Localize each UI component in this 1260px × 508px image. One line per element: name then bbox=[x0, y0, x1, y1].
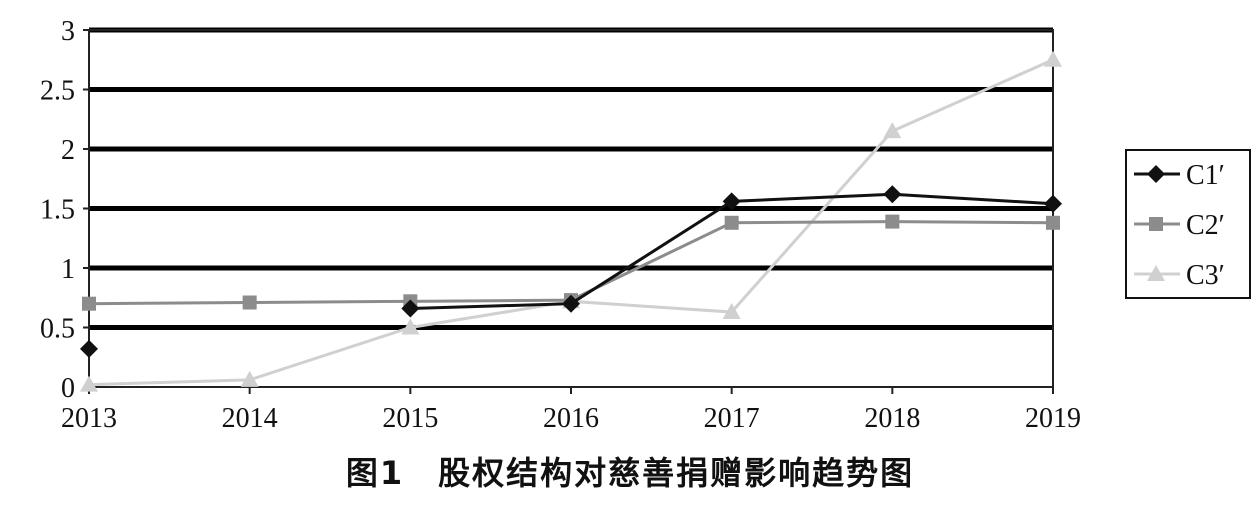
data-point bbox=[885, 214, 900, 229]
data-point bbox=[722, 192, 741, 211]
data-point bbox=[722, 303, 741, 320]
legend-item: C3′ bbox=[1134, 260, 1225, 291]
data-point bbox=[240, 370, 259, 387]
y-tick-label: 2 bbox=[61, 135, 75, 166]
figure-caption: 图1 股权结构对慈善捐赠影响趋势图 bbox=[345, 454, 915, 492]
x-tick-label: 2018 bbox=[864, 403, 920, 434]
series-1 bbox=[80, 185, 1062, 358]
legend-label: C3′ bbox=[1186, 260, 1225, 291]
x-tick-label: 2013 bbox=[61, 403, 117, 434]
legend-marker bbox=[1149, 217, 1163, 231]
data-point bbox=[242, 295, 257, 310]
y-tick-label: 3 bbox=[61, 16, 75, 47]
x-tick-label: 2014 bbox=[222, 403, 278, 434]
y-tick-label: 1.5 bbox=[40, 195, 75, 226]
tick-labels: 0 0.5 1 1.5 2 2.5 3 2013 2014 2015 2016 2017 2018 201… bbox=[40, 16, 1081, 434]
y-tick-label: 2.5 bbox=[40, 76, 75, 107]
y-tick-label: 0.5 bbox=[40, 314, 75, 345]
data-point bbox=[80, 339, 98, 358]
series-line bbox=[410, 192, 1054, 310]
legend-item: C2′ bbox=[1134, 210, 1225, 241]
series-line bbox=[88, 220, 1054, 306]
legend-marker bbox=[1147, 165, 1165, 183]
x-tick-label: 2017 bbox=[704, 403, 760, 434]
legend-label: C2′ bbox=[1186, 210, 1225, 241]
legend-marker bbox=[1147, 265, 1165, 281]
data-point bbox=[82, 296, 96, 311]
grid-lines bbox=[89, 27, 1053, 330]
data-point bbox=[1044, 194, 1062, 213]
legend-item: C1′ bbox=[1134, 160, 1225, 191]
x-tick-label: 2019 bbox=[1025, 403, 1081, 434]
data-point bbox=[562, 294, 580, 313]
y-tick-label: 1 bbox=[61, 254, 75, 285]
series-lines bbox=[80, 50, 1062, 392]
x-tick-label: 2016 bbox=[543, 403, 599, 434]
data-point bbox=[724, 215, 739, 230]
data-point bbox=[1046, 215, 1060, 230]
y-tick-label: 0 bbox=[61, 373, 75, 404]
data-point bbox=[1044, 50, 1062, 67]
legend: C1′ C2′ C3′ bbox=[1125, 149, 1251, 299]
data-point bbox=[401, 299, 420, 318]
data-point bbox=[883, 122, 902, 139]
data-point bbox=[80, 375, 98, 392]
x-tick-label: 2015 bbox=[382, 403, 438, 434]
axes bbox=[83, 29, 1054, 394]
data-point bbox=[883, 185, 902, 204]
legend-label: C1′ bbox=[1186, 160, 1225, 191]
data-point bbox=[401, 318, 420, 335]
